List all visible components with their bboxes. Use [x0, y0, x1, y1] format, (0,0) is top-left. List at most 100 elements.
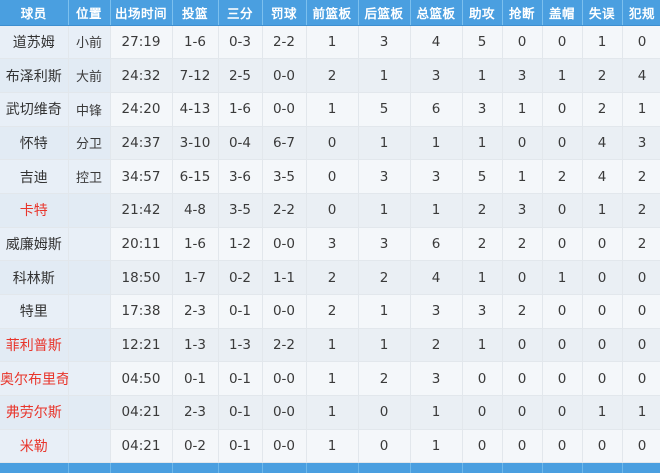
stat-cell-pf: 4: [622, 58, 660, 93]
stat-cell-tov: 0: [582, 328, 623, 363]
stat-cell-tp: 1-2: [218, 227, 263, 262]
column-header-blk[interactable]: 盖帽: [542, 0, 583, 26]
stat-cell-orb: 0: [306, 126, 359, 161]
stat-cell-stl: 0: [502, 260, 543, 295]
stat-cell-orb: 1: [306, 429, 359, 464]
stat-cell-drb: 2: [358, 361, 411, 397]
stat-cell-trb: 1: [410, 395, 463, 430]
player-position-cell: 大前: [68, 58, 111, 93]
stat-cell-stl: 2: [502, 294, 543, 329]
totals-cell-pf: 15: [622, 462, 660, 473]
stat-cell-tov: 0: [582, 294, 623, 329]
stat-cell-min: 21:42: [110, 193, 173, 228]
stat-cell-ast: 0: [462, 429, 503, 464]
stat-cell-trb: 1: [410, 126, 463, 161]
stat-cell-pf: 2: [622, 227, 660, 262]
stat-cell-orb: 0: [306, 193, 359, 228]
stat-cell-tp: 0-4: [218, 126, 263, 161]
stat-cell-ast: 5: [462, 25, 503, 60]
stat-cell-fg: 1-6: [172, 227, 219, 262]
stat-cell-min: 12:21: [110, 328, 173, 363]
totals-cell-ast: 24: [462, 462, 503, 473]
stat-cell-trb: 1: [410, 193, 463, 228]
stat-cell-blk: 0: [542, 294, 583, 329]
column-header-drb[interactable]: 后篮板: [358, 0, 411, 26]
column-header-ft[interactable]: 罚球: [262, 0, 307, 26]
column-header-min[interactable]: 出场时间: [110, 0, 173, 26]
column-header-pos[interactable]: 位置: [68, 0, 111, 26]
stat-cell-ft: 0-0: [262, 227, 307, 262]
stat-cell-fg: 0-1: [172, 361, 219, 397]
player-position-cell: 分卫: [68, 126, 111, 161]
stat-cell-drb: 1: [358, 58, 411, 93]
stat-cell-min: 17:38: [110, 294, 173, 329]
stat-cell-blk: 0: [542, 361, 583, 397]
stat-cell-min: 24:20: [110, 92, 173, 127]
stat-cell-ast: 5: [462, 159, 503, 194]
stat-cell-blk: 0: [542, 395, 583, 430]
totals-cell-fg: 32-89: [172, 462, 219, 473]
column-header-pf[interactable]: 犯规: [622, 0, 660, 26]
stat-cell-tp: 2-5: [218, 58, 263, 93]
stat-cell-pf: 0: [622, 361, 660, 397]
column-header-name[interactable]: 球员: [0, 0, 69, 26]
player-name-cell: 道苏姆: [0, 25, 69, 60]
stat-cell-pf: 0: [622, 25, 660, 60]
column-header-orb[interactable]: 前篮板: [306, 0, 359, 26]
stat-cell-ast: 3: [462, 294, 503, 329]
stat-cell-orb: 3: [306, 227, 359, 262]
stat-cell-ft: 3-5: [262, 159, 307, 194]
player-name-cell: 科林斯: [0, 260, 69, 295]
column-header-tov[interactable]: 失误: [582, 0, 623, 26]
stat-cell-min: 24:32: [110, 58, 173, 93]
stat-cell-trb: 3: [410, 361, 463, 397]
stat-cell-fg: 2-3: [172, 294, 219, 329]
column-header-ast[interactable]: 助攻: [462, 0, 503, 26]
column-header-trb[interactable]: 总篮板: [410, 0, 463, 26]
stat-cell-tp: 1-3: [218, 328, 263, 363]
stat-cell-blk: 0: [542, 429, 583, 464]
stat-cell-ast: 2: [462, 227, 503, 262]
stat-cell-stl: 3: [502, 58, 543, 93]
stat-cell-drb: 3: [358, 25, 411, 60]
totals-row: 总计-32-8911-4016-1915233824124151591: [0, 462, 660, 473]
column-header-fg[interactable]: 投篮: [172, 0, 219, 26]
stat-cell-trb: 3: [410, 294, 463, 329]
stat-cell-blk: 2: [542, 159, 583, 194]
stat-cell-drb: 1: [358, 193, 411, 228]
stat-cell-orb: 1: [306, 25, 359, 60]
stat-cell-orb: 1: [306, 361, 359, 397]
stat-cell-ft: 6-7: [262, 126, 307, 161]
totals-cell-drb: 23: [358, 462, 411, 473]
stat-cell-drb: 0: [358, 395, 411, 430]
stat-cell-blk: 0: [542, 193, 583, 228]
totals-cell-tp: 11-40: [218, 462, 263, 473]
stat-cell-tov: 2: [582, 58, 623, 93]
player-position-cell: [68, 395, 111, 430]
column-header-tp[interactable]: 三分: [218, 0, 263, 26]
player-position-cell: [68, 260, 111, 295]
stat-cell-ast: 1: [462, 58, 503, 93]
stat-cell-stl: 0: [502, 25, 543, 60]
column-header-stl[interactable]: 抢断: [502, 0, 543, 26]
stat-cell-tp: 3-6: [218, 159, 263, 194]
stat-cell-ast: 1: [462, 328, 503, 363]
stat-cell-ft: 0-0: [262, 429, 307, 464]
table-footer: 总计-32-8911-4016-1915233824124151591: [0, 462, 660, 473]
